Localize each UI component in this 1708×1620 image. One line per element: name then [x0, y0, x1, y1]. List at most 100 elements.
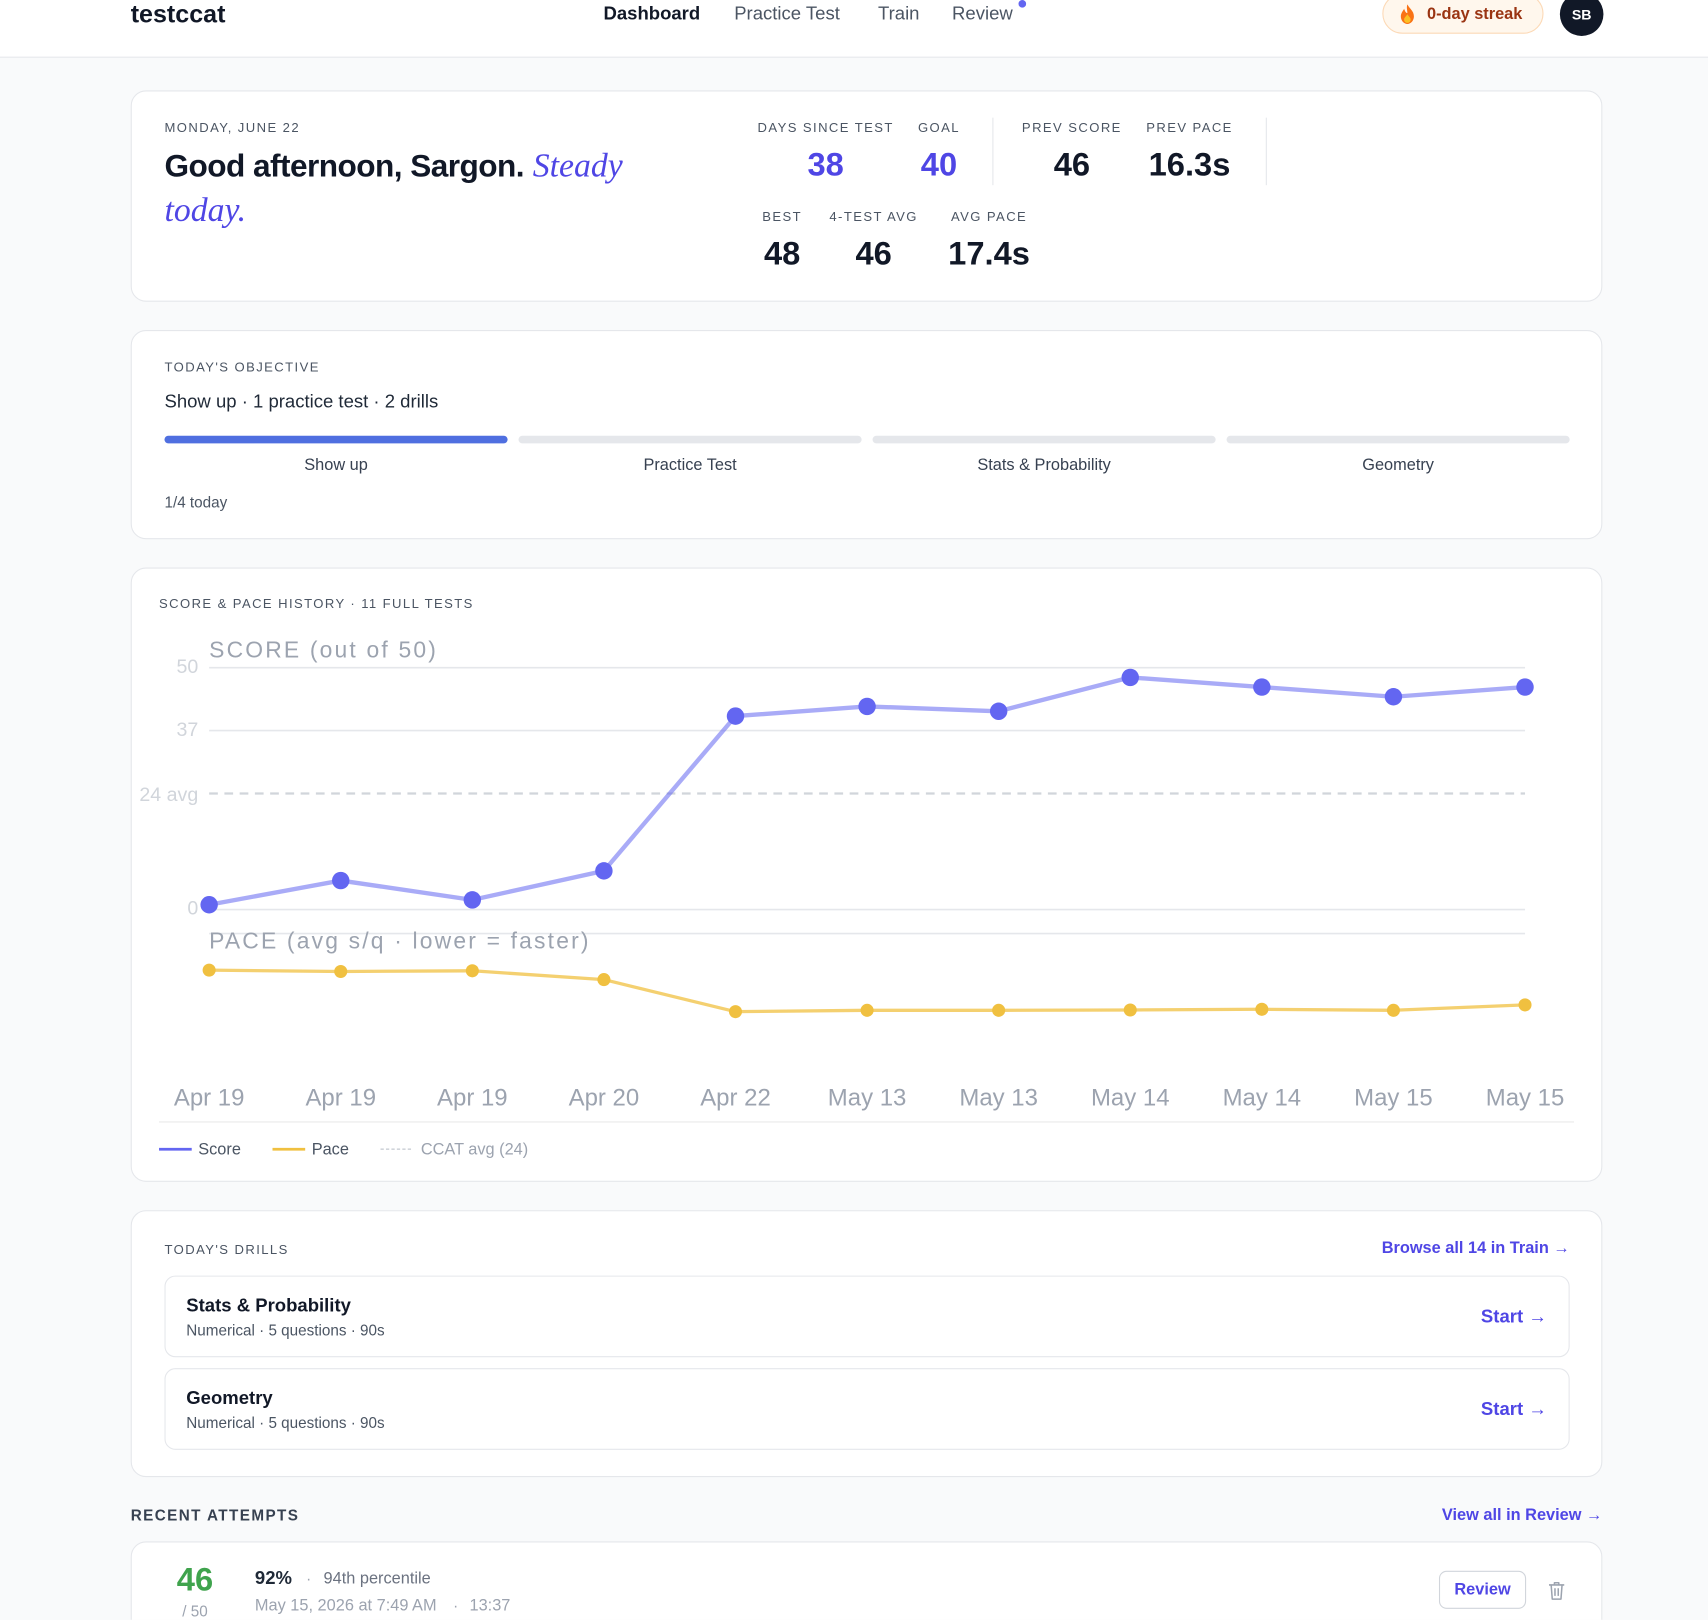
nav-link[interactable]: Train — [877, 3, 920, 24]
chart-title: SCORE & PACE HISTORY · 11 FULL TESTS — [159, 596, 474, 611]
x-tick-label: Apr 20 — [569, 1084, 640, 1111]
nav-link[interactable]: Review — [952, 3, 1013, 24]
drill-name: Geometry — [186, 1387, 273, 1409]
stat-label: AVG PACE — [950, 209, 1028, 225]
view-all-link[interactable]: View all in Review → — [1441, 1505, 1603, 1525]
data-point — [989, 702, 1008, 720]
greeting-block: Good afternoon, Sargon. Steady today. — [164, 144, 649, 233]
stat-value: 48 — [763, 236, 801, 273]
x-tick-label: Apr 19 — [437, 1084, 508, 1111]
drill-meta: Numerical · 5 questions · 90s — [186, 1413, 385, 1432]
y-tick-label: 0 — [187, 898, 198, 920]
stat-value: 17.4s — [948, 236, 1030, 273]
stat-value: 40 — [920, 147, 958, 184]
data-point — [858, 697, 876, 716]
divider — [992, 117, 994, 186]
x-tick-label: Apr 22 — [700, 1084, 771, 1111]
data-point — [334, 964, 348, 979]
avatar[interactable]: SB — [1559, 0, 1604, 36]
header-card — [130, 90, 1603, 302]
stat-label: DAYS SINCE TEST — [757, 119, 894, 136]
flame-icon — [1400, 4, 1414, 24]
attempt-card — [130, 1541, 1603, 1620]
data-point — [597, 973, 611, 987]
section-title: RECENT ATTEMPTS — [130, 1506, 300, 1524]
chart: SCORE & PACE HISTORY · 11 FULL TESTS SCO… — [139, 596, 1575, 1159]
data-point — [860, 1003, 874, 1017]
chart-card — [130, 567, 1603, 1182]
x-tick-label: May 13 — [828, 1084, 907, 1111]
stat-label: PREV SCORE — [1021, 119, 1122, 136]
x-tick-label: May 13 — [959, 1084, 1038, 1111]
brand[interactable]: testccat — [130, 0, 226, 28]
stat-label: BEST — [762, 209, 803, 225]
review-button[interactable]: Review — [1438, 1570, 1527, 1609]
attempt-date: May 15, 2026 at 7:49 AM — [254, 1596, 437, 1615]
stat-value: 16.3s — [1148, 147, 1231, 184]
step-label: Show up — [304, 455, 368, 475]
data-point — [1123, 1003, 1137, 1017]
data-point — [992, 1003, 1006, 1017]
step-label: Stats & Probability — [977, 455, 1111, 475]
mood: Steady today. — [164, 145, 623, 229]
stat-label: PREV PACE — [1146, 119, 1233, 136]
objective-summary: Show up · 1 practice test · 2 drills — [164, 391, 439, 412]
x-tick-label: May 15 — [1486, 1084, 1565, 1111]
x-tick-label: May 15 — [1354, 1084, 1433, 1111]
attempt-time: 13:37 — [469, 1596, 511, 1615]
data-point — [1518, 998, 1532, 1012]
y-tick-label: 37 — [176, 719, 198, 741]
data-point — [202, 963, 216, 977]
step-label: Geometry — [1362, 455, 1434, 475]
data-point — [728, 1005, 743, 1019]
attempt-score: 46 — [176, 1562, 214, 1599]
divider — [1265, 117, 1267, 186]
attempt-percentile: 94th percentile — [323, 1569, 431, 1588]
data-point — [1384, 688, 1403, 706]
browse-link[interactable]: Browse all 14 in Train → — [1381, 1239, 1570, 1258]
drills-card — [130, 1210, 1603, 1478]
avg-label: 24 avg — [139, 784, 198, 806]
objective-card — [130, 330, 1603, 540]
legend-label: CCAT avg (24) — [421, 1141, 528, 1159]
drill-item[interactable] — [164, 1368, 1570, 1450]
nav-link[interactable]: Practice Test — [734, 3, 840, 24]
data-point — [1121, 668, 1139, 687]
data-point — [465, 964, 479, 978]
greeting: Good afternoon, Sargon. — [164, 149, 525, 185]
pace-panel-label: PACE (avg s/q · lower = faster) — [209, 927, 591, 953]
start-button[interactable]: Start → — [1480, 1306, 1547, 1327]
data-point — [332, 871, 350, 890]
start-button[interactable]: Start → — [1480, 1398, 1547, 1420]
data-point — [463, 891, 482, 909]
separator: · — [306, 1569, 312, 1588]
data-point — [1386, 1003, 1400, 1017]
data-point — [200, 896, 218, 914]
streak-pill[interactable]: 0-day streak — [1382, 0, 1544, 34]
drill-meta: Numerical · 5 questions · 90s — [186, 1321, 385, 1339]
x-tick-label: May 14 — [1223, 1084, 1302, 1111]
stat-label: GOAL — [917, 119, 960, 136]
data-point — [1516, 678, 1534, 696]
progress-text: 1/4 today — [164, 493, 228, 511]
progress-segment — [1226, 435, 1570, 444]
section-title: TODAY'S DRILLS — [164, 1241, 289, 1258]
data-point — [1253, 678, 1271, 696]
x-tick-label: Apr 19 — [174, 1084, 245, 1111]
data-point — [726, 707, 745, 725]
step-label: Practice Test — [643, 455, 737, 475]
y-tick-label: 50 — [176, 656, 198, 678]
stat-value: 46 — [855, 236, 892, 273]
notification-dot — [1018, 0, 1027, 8]
data-point — [1255, 1002, 1269, 1016]
attempt-percent: 92% — [254, 1567, 292, 1589]
progress-segment — [872, 435, 1216, 444]
stat-value: 46 — [1053, 147, 1091, 184]
drill-item[interactable] — [164, 1275, 1570, 1358]
nav-link[interactable]: Dashboard — [603, 3, 701, 24]
drill-name: Stats & Probability — [186, 1295, 351, 1316]
delete-icon[interactable] — [1548, 1581, 1565, 1601]
legend-label: Score — [198, 1141, 241, 1159]
